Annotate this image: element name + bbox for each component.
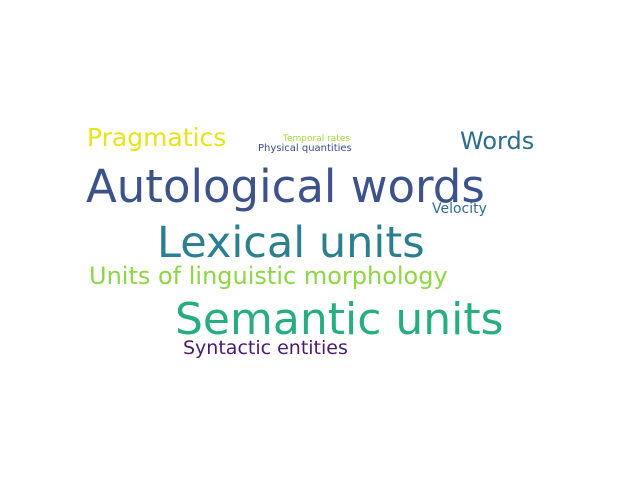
word-physical-quantities: Physical quantities	[258, 143, 352, 154]
word-semantic-units: Semantic units	[175, 294, 504, 345]
word-syntactic-entities: Syntactic entities	[183, 337, 348, 359]
word-lexical-units: Lexical units	[157, 218, 425, 268]
word-velocity: Velocity	[432, 201, 487, 217]
word-units-of-linguistic-morphology: Units of linguistic morphology	[89, 262, 448, 290]
word-autological-words: Autological words	[86, 160, 485, 213]
word-temporal-rates: Temporal rates	[283, 134, 351, 144]
word-pragmatics: Pragmatics	[87, 123, 227, 152]
word-words: Words	[460, 127, 535, 155]
